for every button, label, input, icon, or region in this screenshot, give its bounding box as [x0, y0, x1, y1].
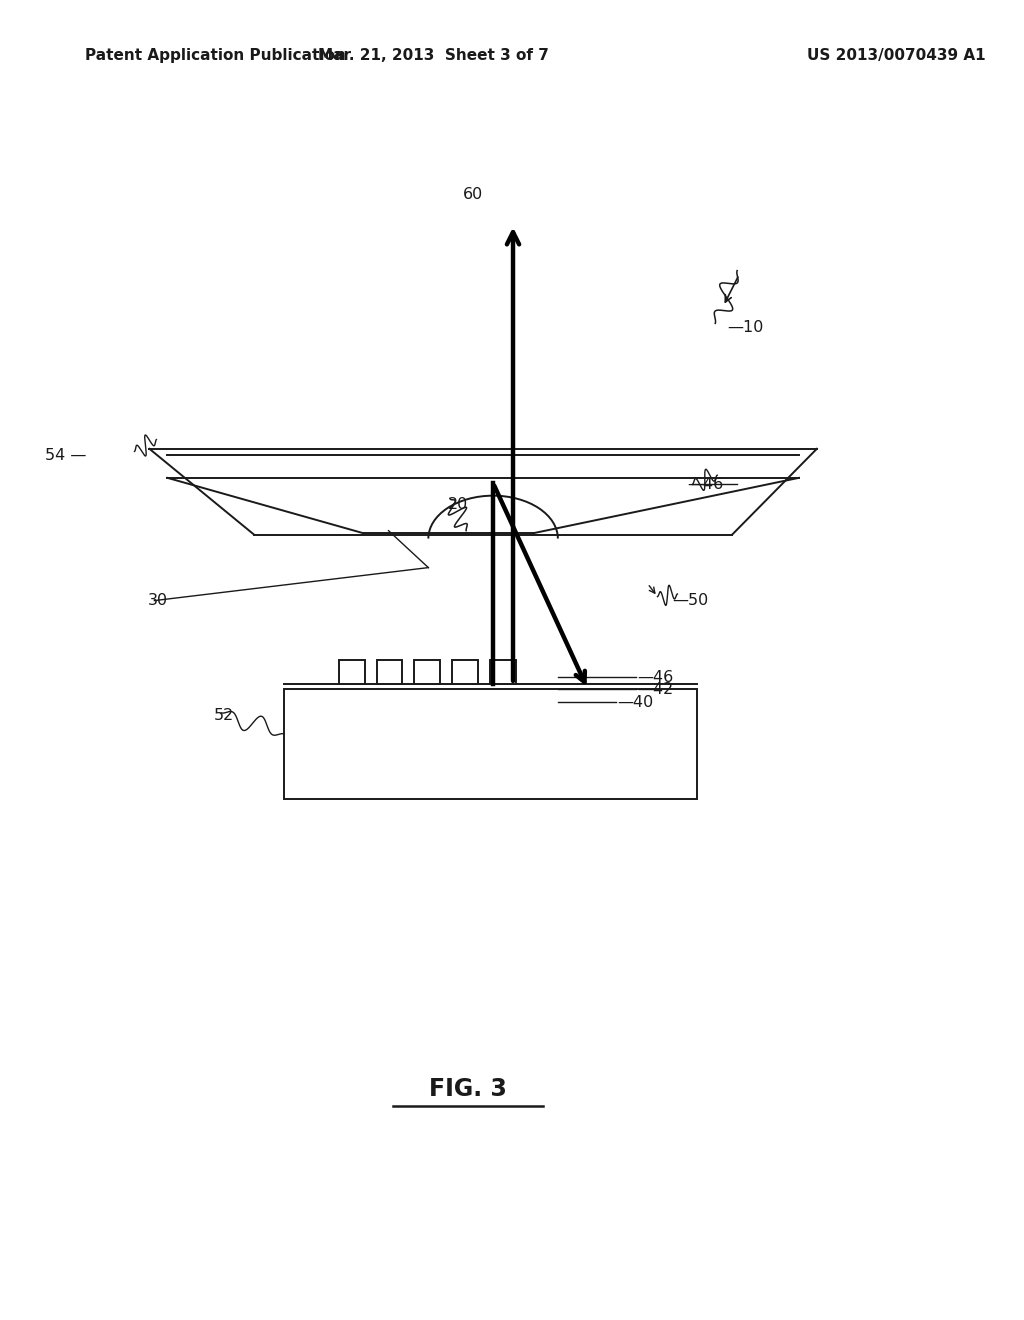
Bar: [377, 660, 402, 684]
Text: Mar. 21, 2013  Sheet 3 of 7: Mar. 21, 2013 Sheet 3 of 7: [317, 48, 549, 63]
Text: 54 —: 54 —: [45, 447, 86, 463]
Text: —40: —40: [617, 694, 654, 710]
Text: 52: 52: [214, 708, 234, 723]
Text: 60: 60: [463, 186, 483, 202]
Bar: [453, 660, 478, 684]
Text: US 2013/0070439 A1: US 2013/0070439 A1: [807, 48, 985, 63]
Text: 30: 30: [147, 593, 168, 609]
Text: —10: —10: [727, 319, 764, 335]
Text: —46: —46: [687, 477, 724, 492]
Bar: [339, 660, 365, 684]
Text: —50: —50: [673, 593, 709, 609]
Bar: [284, 689, 697, 799]
Text: —46: —46: [638, 669, 674, 685]
Text: —42: —42: [638, 681, 674, 697]
Text: 20: 20: [449, 496, 469, 512]
Bar: [415, 660, 440, 684]
Text: Patent Application Publication: Patent Application Publication: [85, 48, 345, 63]
Text: FIG. 3: FIG. 3: [429, 1077, 507, 1101]
Bar: [490, 660, 516, 684]
